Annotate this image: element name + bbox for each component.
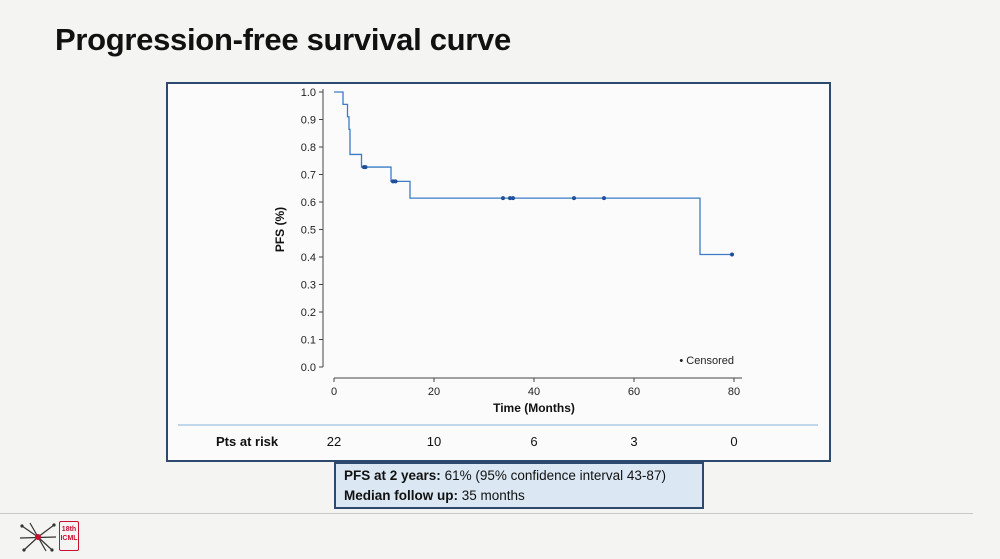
- censor-mark: [393, 179, 398, 184]
- x-tick-label: 60: [628, 386, 640, 398]
- y-tick-label: 0.6: [301, 197, 316, 209]
- y-tick-label: 0.1: [301, 335, 316, 347]
- y-tick-label: 0.7: [301, 170, 316, 182]
- km-chart-frame: 0.0 0.1 0.2 0.3 0.4 0.5 0.6 0.7 0.8 0.9 1.0 0 20 40 60…: [166, 82, 831, 462]
- icml-logo: 18th ICML: [18, 520, 82, 554]
- network-logo-icon: [19, 522, 57, 552]
- y-tick-label: 0.0: [301, 362, 316, 374]
- at-risk-count: 3: [630, 434, 637, 449]
- censor-mark: [572, 196, 576, 201]
- y-tick-label: 0.2: [301, 307, 316, 319]
- x-axis-title: Time (Months): [493, 401, 575, 415]
- logo-small-text: 18th: [61, 526, 77, 533]
- censor-mark: [501, 196, 505, 201]
- pfs-2yr-value: 61% (95% confidence interval 43-87): [440, 468, 666, 483]
- censor-mark: [363, 165, 368, 170]
- x-tick-label: 40: [528, 386, 540, 398]
- median-followup-label: Median follow up:: [344, 488, 458, 503]
- median-followup-line: Median follow up: 35 months: [344, 486, 694, 506]
- footer-divider: [0, 513, 973, 514]
- km-chart: 0.00.10.20.30.40.50.60.70.80.91.00 20 40 60…: [178, 87, 818, 449]
- at-risk-label: Pts at risk: [216, 434, 279, 449]
- x-tick-label: 0: [331, 386, 337, 398]
- at-risk-count: 22: [327, 434, 341, 449]
- at-risk-count: 6: [530, 434, 537, 449]
- pfs-2yr-line: PFS at 2 years: 61% (95% confidence inte…: [344, 466, 694, 486]
- censor-mark: [602, 196, 606, 201]
- pfs-2yr-label: PFS at 2 years:: [344, 468, 441, 483]
- y-tick-label: 0.4: [301, 252, 316, 264]
- y-tick-label: 1.0: [301, 87, 316, 99]
- legend-censored: • Censored: [679, 355, 734, 367]
- x-tick-label: 80: [728, 386, 740, 398]
- slide-title: Progression-free survival curve: [55, 22, 511, 57]
- x-tick-label: 20: [428, 386, 440, 398]
- censor-mark: [511, 196, 515, 201]
- y-tick-label: 0.8: [301, 142, 316, 154]
- censor-mark: [508, 196, 512, 201]
- y-tick-label: 0.5: [301, 225, 316, 237]
- median-followup-value: 35 months: [458, 488, 525, 503]
- icml-badge: 18th ICML: [59, 521, 79, 551]
- y-tick-label: 0.3: [301, 280, 316, 292]
- at-risk-count: 10: [427, 434, 441, 449]
- summary-box: PFS at 2 years: 61% (95% confidence inte…: [334, 462, 704, 509]
- y-axis-title: PFS (%): [273, 207, 287, 252]
- y-tick-label: 0.9: [301, 115, 316, 127]
- censor-mark: [730, 252, 734, 257]
- logo-text: ICML: [60, 535, 78, 542]
- pfs-step-line: [334, 91, 734, 256]
- at-risk-count: 0: [730, 434, 737, 449]
